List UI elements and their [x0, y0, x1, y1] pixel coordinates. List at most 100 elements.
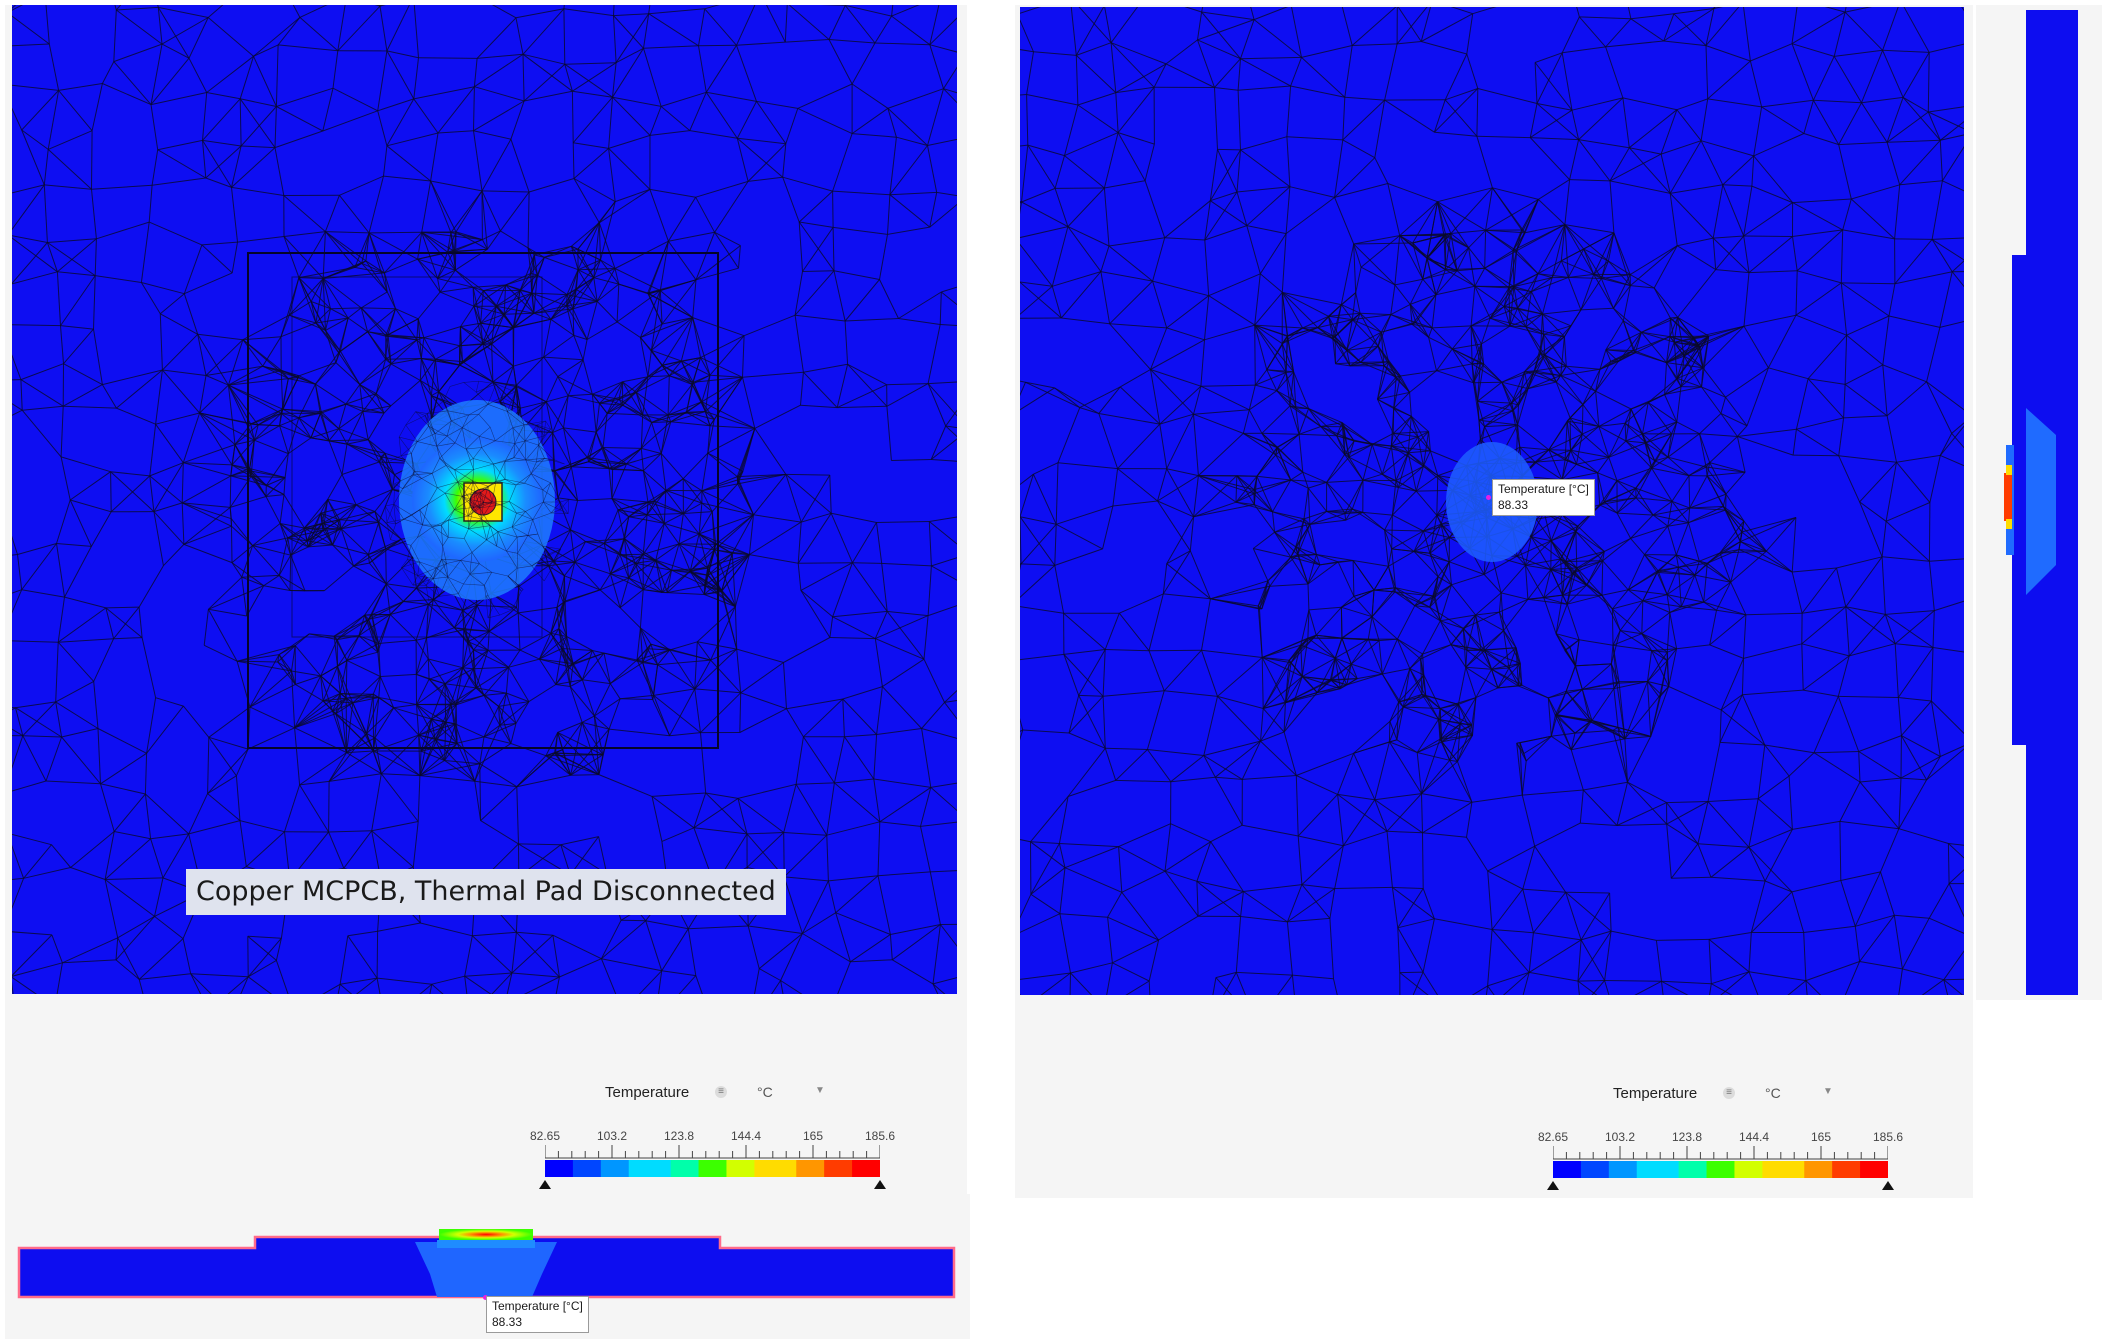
mesh-edge	[378, 639, 417, 644]
mesh-edge	[12, 409, 23, 416]
mesh-edge	[511, 526, 529, 536]
mesh-edge	[322, 278, 362, 309]
mesh-edge	[593, 259, 601, 278]
mesh-edge	[665, 490, 684, 514]
mesh-edge	[1700, 98, 1709, 141]
mesh-edge	[1713, 235, 1744, 239]
mesh-edge	[512, 312, 535, 328]
mesh-edge	[566, 300, 598, 307]
mesh-edge	[1791, 11, 1846, 45]
mesh-edge	[509, 501, 526, 512]
mesh-edge	[455, 190, 483, 233]
mesh-edge	[1165, 63, 1215, 88]
mesh-edge	[386, 522, 396, 525]
mesh-edge	[1204, 295, 1210, 340]
mesh-edge	[512, 318, 552, 328]
mesh-edge	[592, 393, 623, 406]
mesh-edge	[707, 419, 715, 454]
mesh-edge	[845, 5, 892, 17]
mesh-edge	[433, 567, 437, 579]
mesh-edge	[1791, 517, 1797, 573]
mesh-edge	[539, 658, 574, 665]
mesh-edge	[1932, 610, 1935, 648]
mesh-edge	[513, 457, 526, 461]
mesh-edge	[1613, 232, 1631, 275]
mesh-edge	[1699, 346, 1704, 368]
mesh-edge	[1882, 364, 1927, 383]
mesh-edge	[577, 222, 600, 250]
mesh-edge	[1033, 51, 1077, 56]
mesh-edge	[414, 470, 433, 474]
mesh-edge	[573, 334, 588, 340]
mesh-edge	[1720, 658, 1744, 711]
mesh-edge	[707, 452, 744, 472]
mesh-edge	[306, 512, 322, 542]
mesh-edge	[1396, 7, 1428, 45]
mesh-edge	[1712, 184, 1724, 239]
mesh-edge	[586, 301, 598, 340]
mesh-edge	[377, 50, 388, 111]
mesh-edge	[564, 589, 601, 602]
mesh-edge	[1413, 523, 1442, 552]
mesh-edge	[1351, 663, 1383, 675]
mesh-edge	[683, 502, 703, 514]
mesh-edge	[705, 792, 748, 835]
mesh-edge	[636, 643, 652, 661]
mesh-edge	[1275, 454, 1304, 473]
mesh-edge	[1838, 144, 1852, 200]
mesh-edge	[1102, 696, 1106, 749]
mesh-edge	[1384, 99, 1435, 133]
mesh-edge	[332, 697, 347, 712]
mesh-edge	[1803, 100, 1814, 134]
mesh-edge	[538, 444, 555, 461]
mesh-edge	[609, 538, 625, 574]
mesh-edge	[1700, 140, 1754, 157]
mesh-edge	[1346, 663, 1352, 686]
mesh-edge	[611, 469, 614, 499]
mesh-edge	[498, 706, 517, 724]
mesh-edge	[573, 652, 605, 665]
mesh-edge	[496, 531, 499, 547]
mesh-edge	[61, 736, 101, 785]
mesh-edge	[150, 44, 163, 105]
mesh-edge	[315, 362, 337, 385]
mesh-edge	[1670, 184, 1723, 194]
mesh-edge	[157, 149, 207, 179]
mesh-edge	[475, 381, 479, 393]
left-mesh-viewport[interactable]: Copper MCPCB, Thermal Pad Disconnected	[12, 5, 957, 994]
mesh-edge	[208, 576, 243, 610]
mesh-edge	[742, 335, 745, 378]
mesh-edge	[403, 518, 423, 526]
mesh-edge	[355, 977, 378, 994]
mesh-edge	[538, 444, 545, 459]
mesh-edge	[340, 528, 355, 567]
mesh-edge	[1613, 232, 1631, 286]
mesh-edge	[1119, 369, 1151, 388]
mesh-edge	[239, 56, 254, 99]
mesh-edge	[1109, 323, 1151, 370]
mesh-edge	[581, 650, 593, 680]
mesh-edge	[1117, 132, 1155, 145]
mesh-edge	[262, 336, 282, 367]
mesh-edge	[486, 525, 491, 540]
mesh-edge	[832, 562, 853, 617]
mesh-edge	[1484, 424, 1518, 428]
mesh-edge	[471, 552, 480, 564]
mesh-edge	[560, 836, 599, 846]
mesh-edge	[328, 831, 345, 869]
mesh-edge	[1307, 583, 1310, 610]
mesh-edge	[480, 820, 519, 845]
mesh-edge	[250, 423, 259, 426]
mesh-edge	[660, 414, 669, 454]
right-mesh-viewport[interactable]: Temperature [°C] 88.33	[1020, 7, 1964, 995]
mesh-edge	[1254, 324, 1303, 329]
mesh-edge	[1387, 183, 1438, 203]
mesh-edge	[1608, 423, 1626, 458]
mesh-edge	[346, 443, 380, 463]
mesh-edge	[479, 426, 491, 437]
mesh-edge	[642, 376, 649, 415]
mesh-edge	[446, 435, 456, 444]
mesh-edge	[1351, 480, 1364, 510]
mesh-edge	[201, 244, 233, 274]
mesh-edge	[707, 553, 733, 576]
